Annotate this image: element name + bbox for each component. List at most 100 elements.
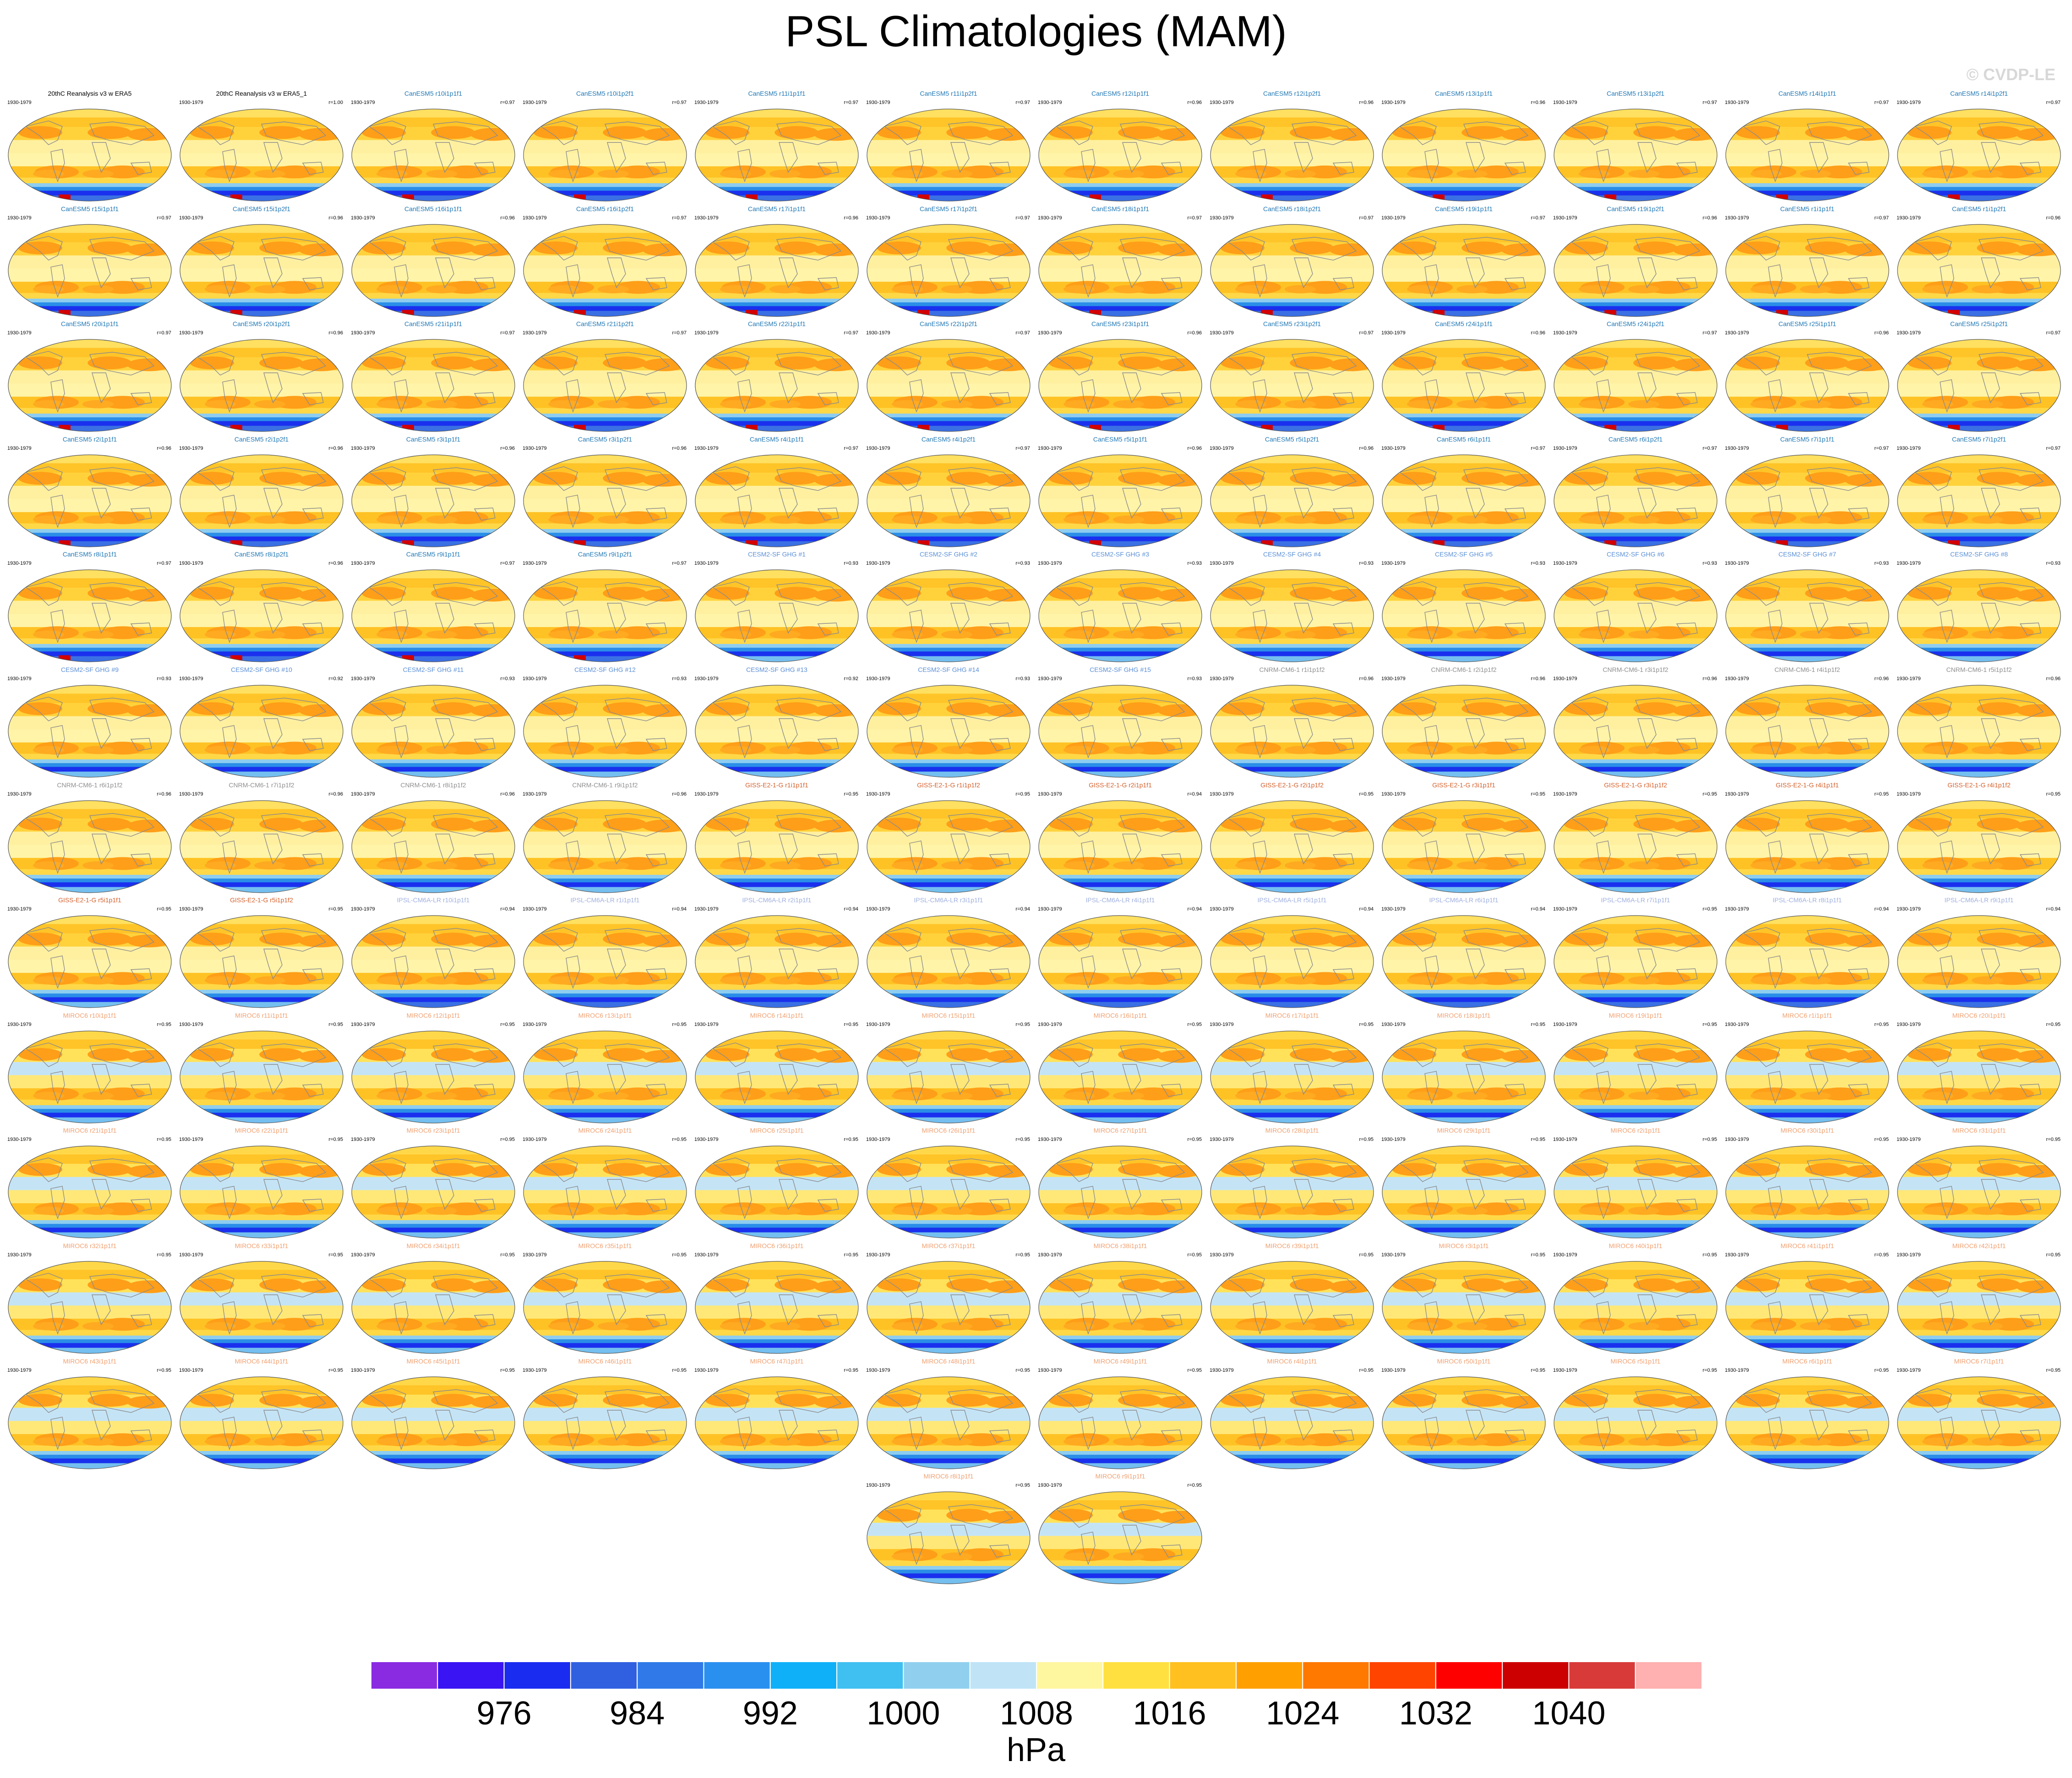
panel-title: CanESM5 r16i1p2f1	[576, 205, 634, 213]
panel-title: CanESM5 r7i1p1f1	[1780, 435, 1835, 443]
panel-map-container	[1553, 569, 1718, 665]
panel-correlation: r=0.95	[1015, 1367, 1031, 1373]
panel-map-container	[866, 1030, 1031, 1126]
panel-years: 1930-1979	[523, 445, 547, 451]
panel-years: 1930-1979	[866, 1252, 890, 1258]
map-panel: MIROC6 r13i1p1f1 1930-1979 r=0.95	[520, 1012, 690, 1127]
map-panel: 20thC Reanalysis v3 w ERA5_1 1930-1979 r=1…	[176, 90, 347, 205]
panel-correlation: r=0.97	[844, 445, 859, 451]
world-map	[1038, 1261, 1202, 1354]
panel-title: CESM2-SF GHG #8	[1950, 551, 2008, 558]
map-panel: CanESM5 r22i1p2f1 1930-1979 r=0.97	[863, 320, 1034, 436]
panel-years: 1930-1979	[7, 561, 32, 567]
panel-years: 1930-1979	[1725, 676, 1749, 682]
map-panel: CanESM5 r5i1p1f1 1930-1979 r=0.96	[1035, 436, 1205, 551]
panel-title: IPSL-CM6A-LR r4i1p1f1	[1085, 896, 1155, 904]
world-map	[1382, 1145, 1546, 1238]
panel-title: CESM2-SF GHG #1	[747, 551, 806, 558]
panel-correlation: r=0.95	[1187, 1252, 1202, 1258]
panel-years: 1930-1979	[179, 1021, 203, 1027]
panel-map-container	[351, 108, 516, 204]
panel-years: 1930-1979	[1553, 676, 1577, 682]
panel-title: CanESM5 r9i1p2f1	[578, 551, 633, 558]
panel-title: MIROC6 r23i1p1f1	[406, 1127, 460, 1134]
world-map	[523, 1376, 687, 1469]
colorbar-swatch	[1369, 1661, 1436, 1690]
map-panel: IPSL-CM6A-LR r9i1p1f1 1930-1979 r=0.94	[1894, 896, 2064, 1012]
world-map	[8, 800, 172, 893]
world-map	[867, 800, 1031, 893]
panel-years: 1930-1979	[179, 906, 203, 912]
map-panel: CESM2-SF GHG #3 1930-1979 r=0.93	[1035, 551, 1205, 666]
map-panel: CanESM5 r13i1p1f1 1930-1979 r=0.96	[1379, 90, 1549, 205]
panel-map-container	[351, 1030, 516, 1126]
map-panel: CESM2-SF GHG #8 1930-1979 r=0.93	[1894, 551, 2064, 666]
map-panel: CanESM5 r19i1p2f1 1930-1979 r=0.96	[1550, 205, 1721, 321]
map-panel: GISS-E2-1-G r2i1p1f1 1930-1979 r=0.94	[1035, 781, 1205, 897]
map-panel: CanESM5 r14i1p1f1 1930-1979 r=0.97	[1722, 90, 1892, 205]
panel-map-container	[1897, 800, 2061, 896]
panel-title: CanESM5 r3i1p1f1	[406, 435, 461, 443]
world-map	[1725, 800, 1889, 893]
map-panel: GISS-E2-1-G r1i1p1f2 1930-1979 r=0.95	[863, 781, 1034, 897]
map-panel: CNRM-CM6-1 r8i1p1f2 1930-1979 r=0.96	[348, 781, 518, 897]
panel-map-container	[7, 800, 172, 896]
map-panel: CESM2-SF GHG #13 1930-1979 r=0.92	[692, 666, 862, 781]
panel-map-container	[7, 338, 172, 435]
map-panel: MIROC6 r11i1p1f1 1930-1979 r=0.95	[176, 1012, 347, 1127]
panel-correlation: r=0.95	[672, 1137, 687, 1143]
map-panel: CESM2-SF GHG #14 1930-1979 r=0.93	[863, 666, 1034, 781]
panel-map-container	[694, 1030, 859, 1126]
panel-title: CanESM5 r3i1p2f1	[578, 435, 633, 443]
world-map	[1382, 685, 1546, 778]
panel-correlation: r=0.92	[328, 676, 344, 682]
panel-correlation: r=0.93	[1874, 561, 1889, 567]
panel-correlation: r=0.96	[1359, 676, 1374, 682]
colorbar-swatch	[1102, 1661, 1170, 1690]
panel-correlation: r=0.97	[844, 100, 859, 105]
panel-title: CNRM-CM6-1 r2i1p1f2	[1431, 666, 1497, 673]
panel-correlation: r=0.95	[157, 1252, 172, 1258]
panel-correlation: r=0.94	[1359, 906, 1374, 912]
panel-years: 1930-1979	[523, 1021, 547, 1027]
panel-title: CNRM-CM6-1 r9i1p1f2	[572, 781, 638, 789]
colorbar-swatch	[1568, 1661, 1636, 1690]
panel-map-container	[1897, 1260, 2061, 1357]
panel-correlation: r=0.97	[157, 215, 172, 221]
panel-correlation: r=0.95	[1187, 1137, 1202, 1143]
world-map	[867, 454, 1031, 547]
panel-correlation: r=0.97	[1015, 100, 1031, 105]
panel-title: MIROC6 r26i1p1f1	[921, 1127, 976, 1134]
panel-correlation: r=0.97	[1874, 445, 1889, 451]
panel-title: MIROC6 r45i1p1f1	[406, 1357, 460, 1365]
panel-title: CESM2-SF GHG #4	[1263, 551, 1321, 558]
world-map	[523, 1145, 687, 1238]
panel-years: 1930-1979	[179, 561, 203, 567]
world-map	[1210, 915, 1374, 1008]
panel-map-container	[179, 684, 344, 780]
colorbar-tick-label: 1000	[867, 1695, 940, 1732]
panel-years: 1930-1979	[1553, 1367, 1577, 1373]
panel-map-container	[7, 684, 172, 780]
map-panel: CanESM5 r24i1p1f1 1930-1979 r=0.96	[1379, 320, 1549, 436]
panel-title: MIROC6 r1i1p1f1	[1782, 1011, 1832, 1019]
panel-map-container	[179, 108, 344, 204]
world-map	[8, 1376, 172, 1469]
map-panel: MIROC6 r33i1p1f1 1930-1979 r=0.95	[176, 1242, 347, 1358]
map-panel: MIROC6 r23i1p1f1 1930-1979 r=0.95	[348, 1127, 518, 1242]
panel-title: MIROC6 r33i1p1f1	[234, 1242, 289, 1249]
panel-years: 1930-1979	[351, 1137, 375, 1143]
panel-years: 1930-1979	[351, 1021, 375, 1027]
panel-title: CanESM5 r17i1p2f1	[919, 205, 978, 213]
panel-title: CanESM5 r6i1p1f1	[1436, 435, 1491, 443]
world-map	[523, 1031, 687, 1124]
map-panel: CanESM5 r9i1p1f1 1930-1979 r=0.97	[348, 551, 518, 666]
world-map	[695, 1376, 859, 1469]
map-panel: CanESM5 r17i1p2f1 1930-1979 r=0.97	[863, 205, 1034, 321]
world-map	[695, 109, 859, 202]
map-panel: MIROC6 r21i1p1f1 1930-1979 r=0.95	[5, 1127, 175, 1242]
panel-title: CanESM5 r1i1p2f1	[1952, 205, 2007, 213]
panel-map-container	[523, 454, 687, 550]
world-map	[180, 1261, 344, 1354]
world-map	[351, 1031, 515, 1124]
